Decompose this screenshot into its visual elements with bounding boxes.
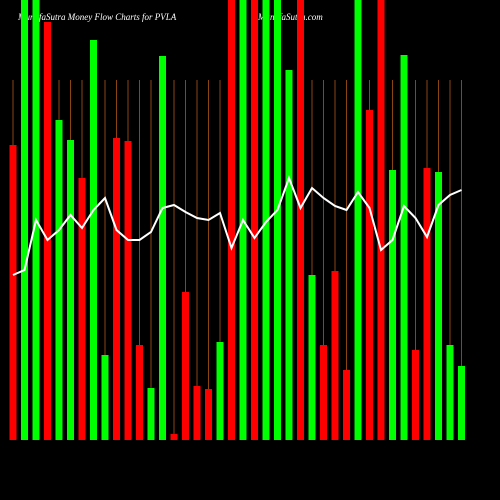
money-flow-line bbox=[12, 175, 462, 276]
bar bbox=[216, 342, 224, 440]
bar bbox=[331, 271, 339, 440]
bar bbox=[101, 355, 109, 440]
bar bbox=[446, 345, 454, 440]
bar bbox=[124, 141, 132, 440]
bar bbox=[159, 56, 166, 440]
bar bbox=[412, 350, 419, 440]
bar bbox=[423, 168, 431, 440]
bar bbox=[113, 138, 120, 440]
bar bbox=[9, 145, 17, 440]
bar bbox=[21, 0, 28, 440]
watermark: MunafaSutra.com bbox=[257, 12, 323, 22]
bar bbox=[228, 0, 235, 440]
bar bbox=[274, 0, 281, 440]
bar bbox=[389, 170, 396, 440]
bar bbox=[193, 386, 201, 440]
bar bbox=[297, 0, 304, 440]
bar bbox=[320, 345, 327, 440]
bar bbox=[55, 120, 63, 440]
bar bbox=[170, 434, 178, 440]
chart-title: MunafaSutra Money Flow Charts for PVLA bbox=[17, 12, 177, 22]
bar bbox=[262, 0, 270, 440]
bar bbox=[182, 292, 189, 440]
bar bbox=[251, 0, 258, 440]
bar bbox=[136, 345, 143, 440]
bar bbox=[400, 55, 408, 440]
bar bbox=[366, 110, 373, 440]
bar bbox=[308, 275, 316, 440]
bar bbox=[458, 366, 465, 440]
bar bbox=[343, 370, 350, 440]
bar bbox=[147, 388, 155, 440]
bar bbox=[377, 0, 385, 440]
bar bbox=[67, 140, 74, 440]
bar bbox=[285, 70, 293, 440]
bar bbox=[44, 22, 51, 440]
bar bbox=[354, 0, 362, 440]
bar bbox=[205, 389, 212, 440]
bar bbox=[90, 40, 97, 440]
bar bbox=[78, 178, 86, 440]
bar bbox=[435, 172, 442, 440]
